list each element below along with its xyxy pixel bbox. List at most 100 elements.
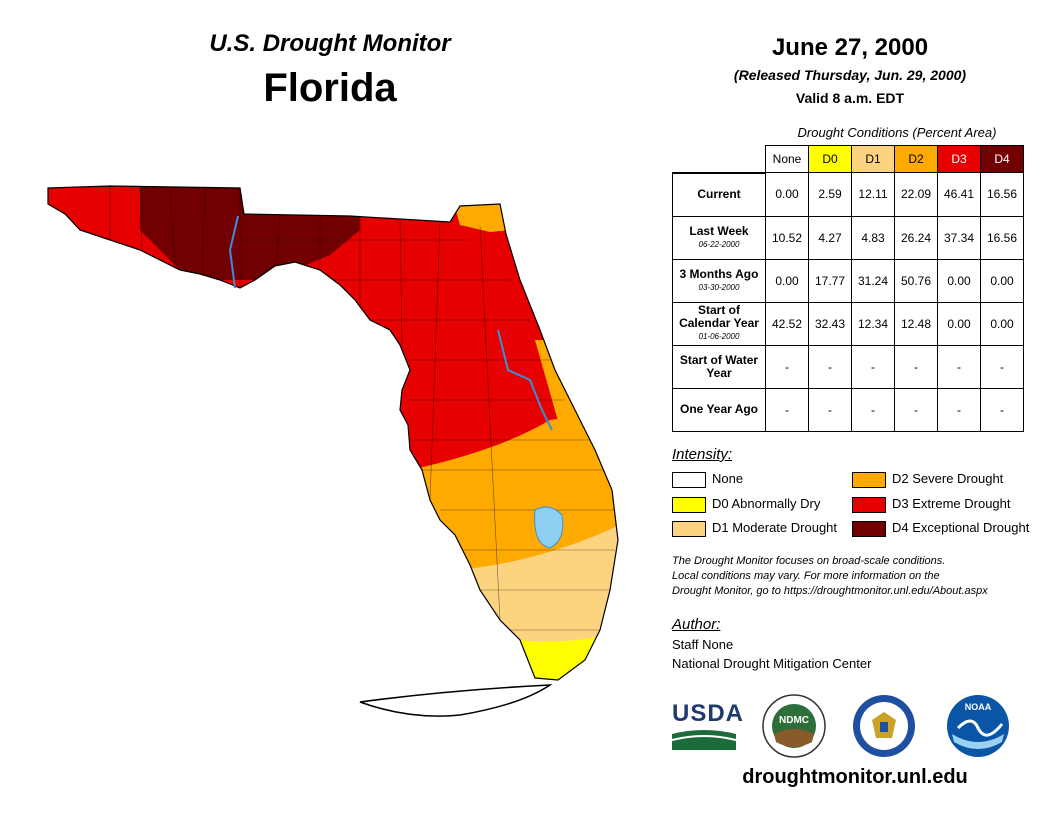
col-d4: D4 (980, 145, 1024, 173)
table-cell: 31.24 (851, 258, 895, 303)
table-row: Start of Calendar Year 01-06-2000 42.52 3… (672, 301, 1024, 346)
legend-swatch (672, 496, 706, 513)
row-label: One Year Ago (672, 387, 766, 432)
legend-item-d1: D1 Moderate Drought (672, 520, 838, 537)
table-cell: 0.00 (980, 258, 1024, 303)
row-label: Last Week 06-22-2000 (672, 215, 766, 260)
website-url[interactable]: droughtmonitor.unl.edu (742, 766, 968, 788)
legend-label: D2 Severe Drought (892, 471, 1004, 486)
table-cell: 12.48 (894, 301, 938, 346)
row-label: Start of Calendar Year 01-06-2000 (672, 301, 766, 346)
col-d2: D2 (894, 145, 938, 173)
table-cell: 4.27 (808, 215, 852, 260)
table-cell: - (937, 387, 981, 432)
table-header-row: None D0 D1 D2 D3 D4 (672, 145, 1024, 174)
row-date: 01-06-2000 (698, 332, 740, 341)
state-outline (47, 185, 619, 681)
table-cell: 2.59 (808, 172, 852, 217)
table-caption: Drought Conditions (Percent Area) (797, 125, 997, 140)
disclaimer-line: The Drought Monitor focuses on broad-sca… (672, 555, 946, 567)
table-cell: 4.83 (851, 215, 895, 260)
table-cell: 16.56 (980, 215, 1024, 260)
legend-swatch (852, 496, 886, 513)
florida-keys (359, 684, 553, 717)
table-cell: 22.09 (894, 172, 938, 217)
table-cell: 32.43 (808, 301, 852, 346)
legend-swatch (852, 471, 886, 488)
commerce-seal-icon (853, 695, 915, 757)
disclaimer-line: Drought Monitor, go to https://droughtmo… (672, 585, 988, 597)
row-label-text: Start of Water Year (679, 352, 759, 380)
legend-label: D0 Abnormally Dry (712, 496, 821, 511)
drought-stats-table: None D0 D1 D2 D3 D4 Current 0.00 2.59 12… (672, 145, 1024, 432)
table-cell: 42.52 (765, 301, 809, 346)
noaa-logo: NOAA (946, 694, 1010, 763)
col-d1: D1 (851, 145, 895, 173)
ndmc-text: NDMC (779, 715, 809, 726)
row-label: 3 Months Ago 03-30-2000 (672, 258, 766, 303)
table-cell: - (894, 387, 938, 432)
table-cell: - (851, 344, 895, 389)
table-cell: - (765, 387, 809, 432)
table-cell: - (808, 387, 852, 432)
region-d0 (520, 630, 618, 680)
legend-label: None (712, 471, 744, 486)
table-cell: 12.11 (851, 172, 895, 217)
row-label: Start of Water Year (672, 344, 766, 389)
row-label-text: Last Week (689, 223, 749, 238)
table-cell: - (851, 387, 895, 432)
ndmc-seal-icon (762, 694, 826, 758)
author-org: National Drought Mitigation Center (672, 656, 872, 671)
release-date: (Released Thursday, Jun. 29, 2000) (733, 67, 967, 83)
row-label: Current (672, 172, 766, 217)
legend-item-d4: D4 Exceptional Drought (852, 520, 1030, 537)
usda-waves-icon (672, 730, 736, 750)
legend-item-none: None (672, 471, 744, 488)
row-label-text: Start of Calendar Year (679, 303, 759, 330)
row-label-text: Current (697, 187, 741, 201)
florida-drought-map (30, 170, 630, 730)
disclaimer-text: The Drought Monitor focuses on broad-sca… (672, 554, 1042, 599)
table-row: 3 Months Ago 03-30-2000 0.00 17.77 31.24 … (672, 258, 1024, 303)
table-cell: - (765, 344, 809, 389)
map-svg (47, 185, 619, 717)
row-date: 06-22-2000 (698, 239, 740, 249)
st-johns-river (497, 329, 553, 431)
col-d3: D3 (937, 145, 981, 173)
county-lines (109, 186, 615, 631)
table-cell: 0.00 (937, 258, 981, 303)
table-row: Current 0.00 2.59 12.11 22.09 46.41 16.5… (672, 172, 1024, 217)
table-cell: 0.00 (980, 301, 1024, 346)
author-name: Staff None (672, 637, 734, 652)
author-title: Author: (672, 616, 721, 633)
table-corner (672, 145, 766, 174)
state-title: Florida (263, 66, 397, 110)
col-none: None (765, 145, 809, 173)
doc-logo (852, 694, 916, 763)
col-d0: D0 (808, 145, 852, 173)
legend-label: D1 Moderate Drought (712, 520, 838, 535)
table-row: Last Week 06-22-2000 10.52 4.27 4.83 26.2… (672, 215, 1024, 260)
disclaimer-line: Local conditions may vary. For more info… (672, 570, 940, 582)
lake-okeechobee (534, 506, 564, 549)
table-row: One Year Ago - - - - - - (672, 387, 1024, 432)
table-cell: 0.00 (765, 172, 809, 217)
table-cell: - (937, 344, 981, 389)
valid-time: Valid 8 a.m. EDT (795, 90, 905, 106)
row-label-text: One Year Ago (679, 402, 759, 416)
ndmc-logo: NDMC (762, 694, 826, 763)
noaa-seal-icon (947, 695, 1009, 757)
row-label-text: 3 Months Ago (679, 266, 759, 281)
apalachicola-river (228, 215, 239, 289)
noaa-text: NOAA (964, 702, 992, 712)
legend-label: D4 Exceptional Drought (892, 520, 1030, 535)
legend-item-d0: D0 Abnormally Dry (672, 496, 821, 513)
table-cell: 46.41 (937, 172, 981, 217)
map-title: U.S. Drought Monitor (209, 30, 451, 57)
legend-item-d3: D3 Extreme Drought (852, 496, 1011, 513)
legend-title: Intensity: (672, 446, 733, 463)
table-cell: 12.34 (851, 301, 895, 346)
map-date: June 27, 2000 (771, 34, 929, 61)
table-cell: 10.52 (765, 215, 809, 260)
table-cell: - (808, 344, 852, 389)
